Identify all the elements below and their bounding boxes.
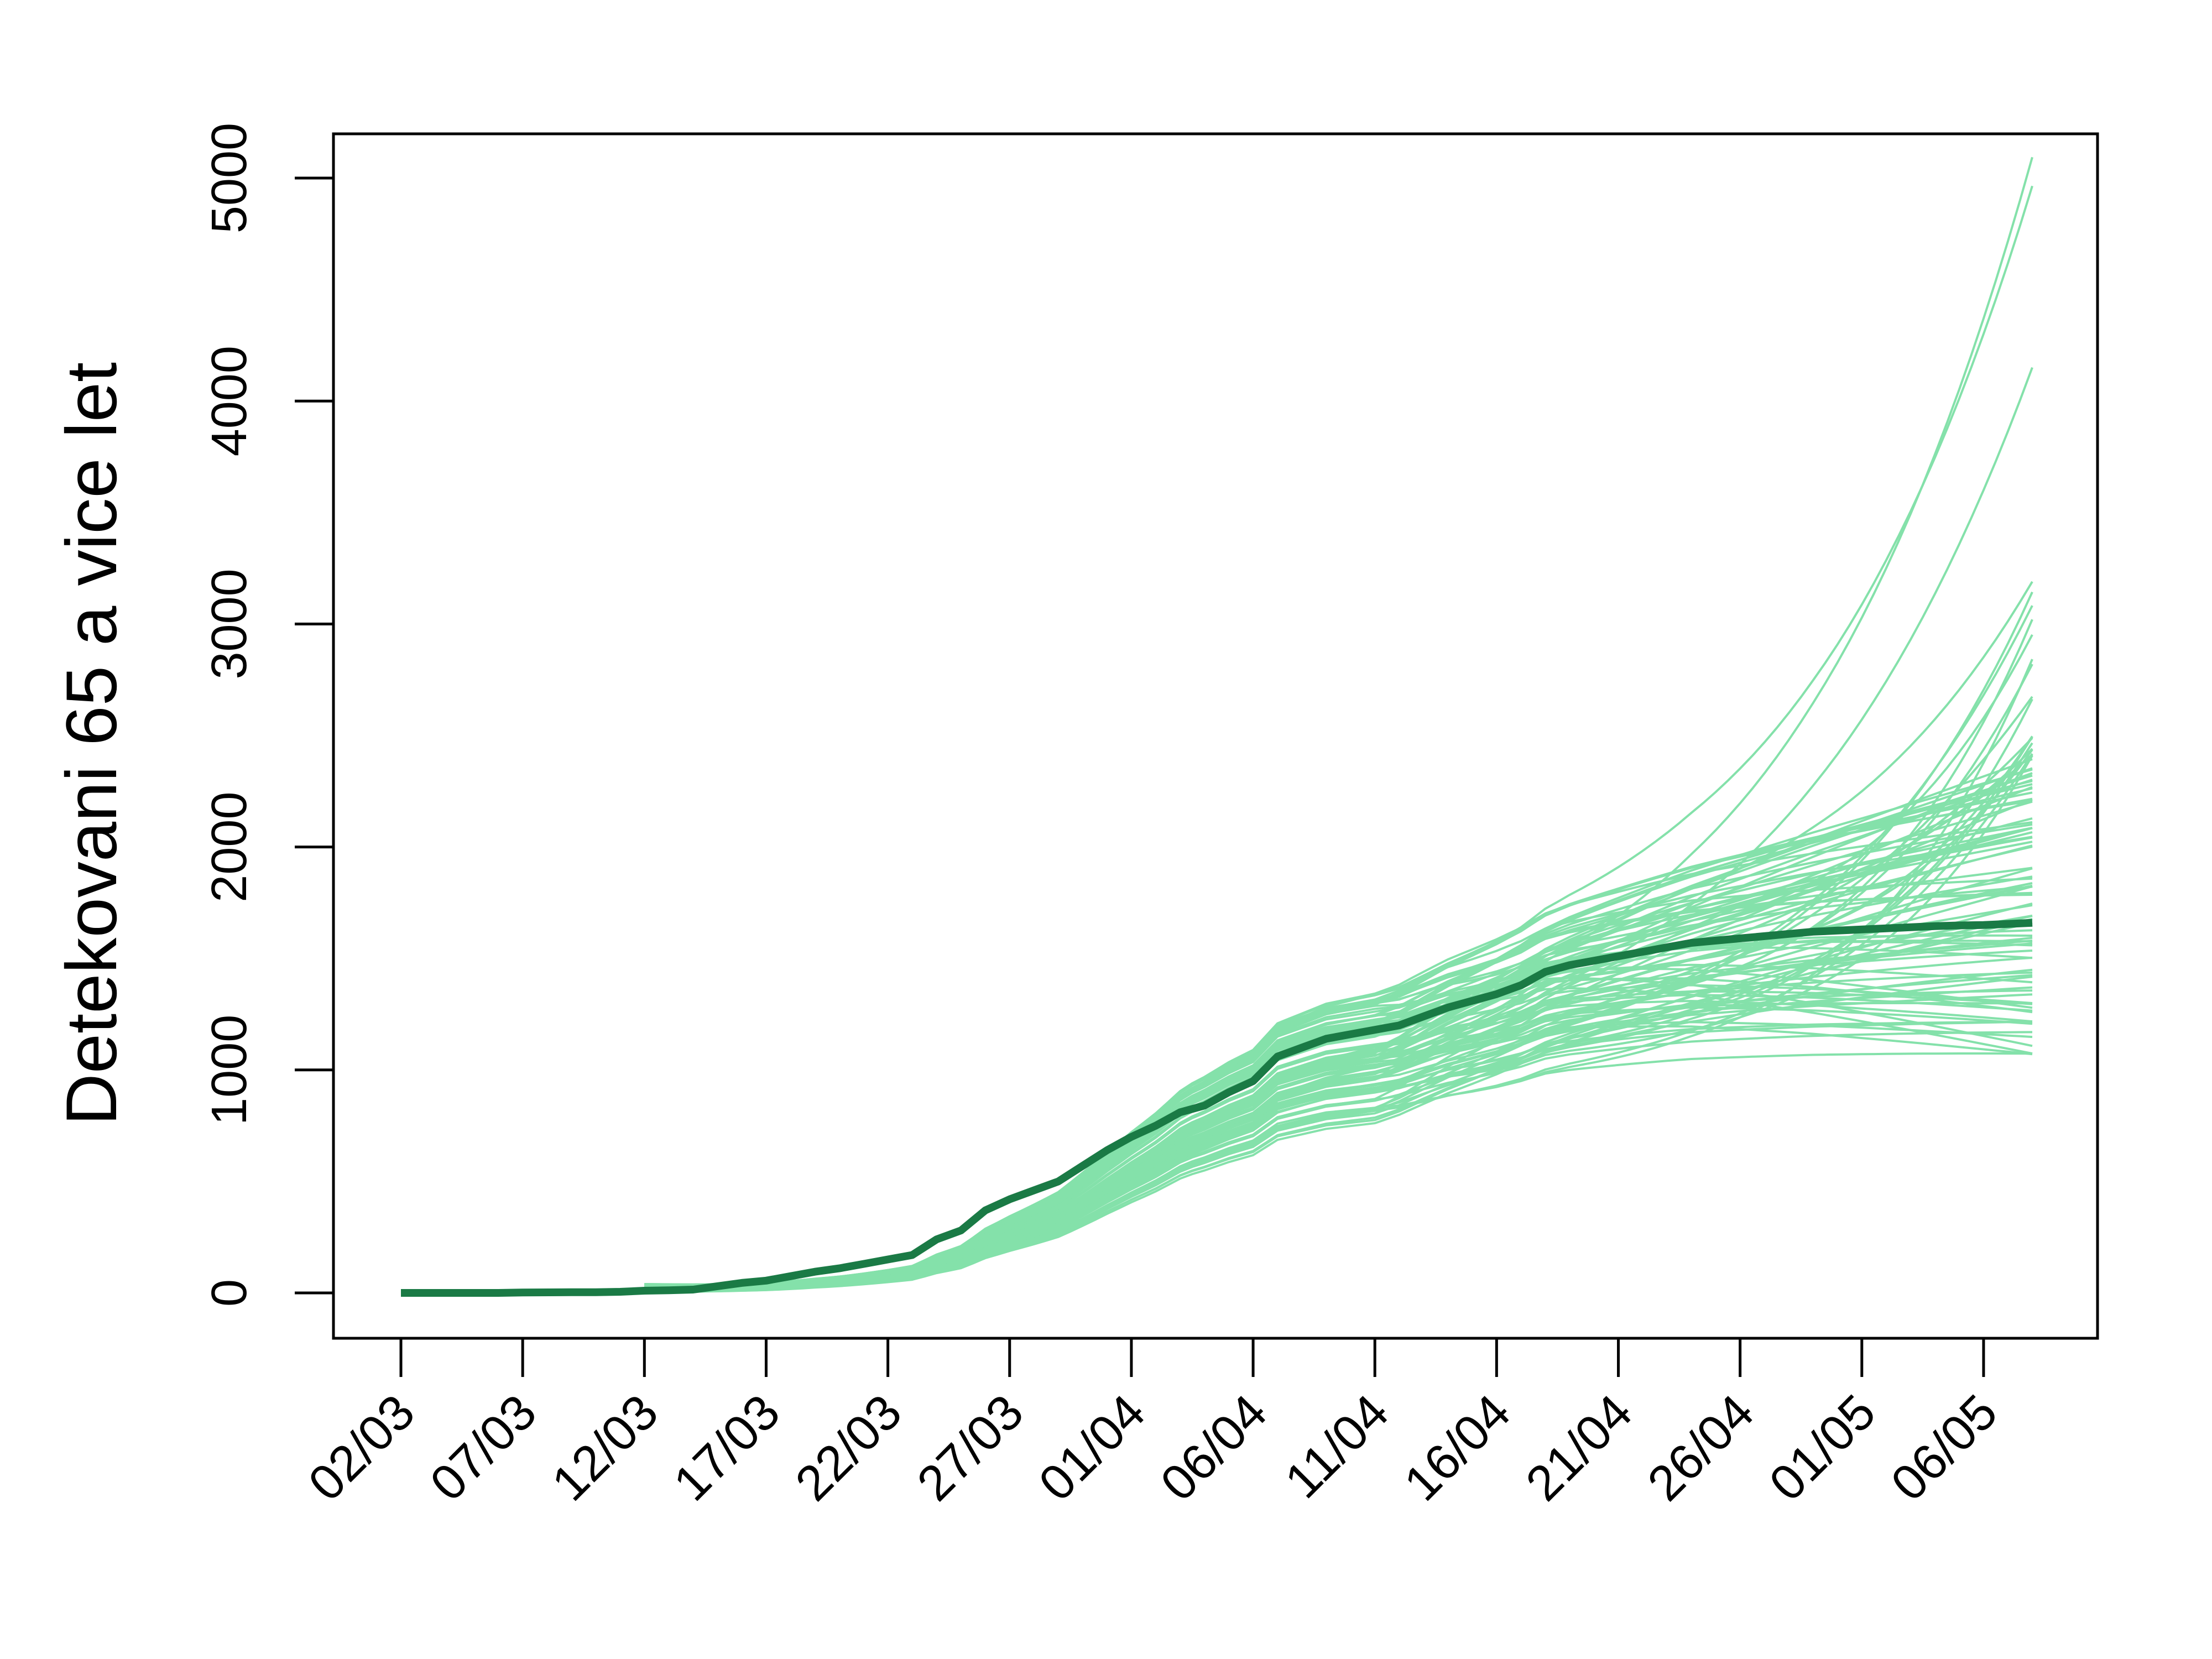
x-axis: 02/0307/0312/0317/0322/0327/0301/0406/04…: [298, 1338, 2008, 1511]
x-tick-label: 06/05: [1881, 1384, 2008, 1511]
x-tick-label: 07/03: [420, 1384, 547, 1511]
simulation-line: [644, 1000, 2033, 1288]
simulation-line: [644, 753, 2033, 1292]
simulation-line: [644, 185, 2033, 1287]
observed-line-group: [401, 919, 2033, 1297]
simulation-line: [644, 885, 2033, 1291]
x-tick-label: 12/03: [541, 1384, 669, 1511]
y-axis: 0 1000 2000 3000 4000 5000: [202, 123, 333, 1307]
simulation-line: [644, 971, 2033, 1290]
simulation-lines: [644, 156, 2033, 1293]
simulation-line: [644, 798, 2033, 1293]
y-axis-label: Detekovani 65 a vice let: [51, 362, 132, 1125]
simulation-line: [644, 836, 2033, 1288]
y-tick-label: 4000: [202, 346, 257, 456]
x-tick-label: 17/03: [664, 1384, 791, 1511]
simulation-line: [644, 884, 2033, 1291]
y-tick-label: 2000: [202, 791, 257, 902]
x-tick-label: 22/03: [785, 1384, 912, 1511]
simulation-line: [644, 921, 2033, 1293]
simulation-line: [644, 1002, 2032, 1290]
x-tick-label: 06/04: [1150, 1384, 1277, 1511]
observed-line: [401, 919, 2033, 1297]
simulation-line: [644, 885, 2033, 1287]
x-tick-label: 27/03: [907, 1384, 1034, 1511]
x-tick-label: 21/04: [1516, 1384, 1643, 1511]
y-tick-label: 5000: [202, 123, 257, 233]
simulation-line: [644, 156, 2033, 1290]
plot-frame: [332, 132, 2099, 1340]
x-tick-label: 11/04: [1275, 1384, 1399, 1509]
y-tick-label: 0: [202, 1279, 257, 1307]
simulation-line: [644, 929, 2033, 1288]
y-tick-label: 3000: [202, 568, 257, 679]
simulation-line: [644, 821, 2033, 1286]
x-tick-label: 26/04: [1637, 1384, 1765, 1511]
x-tick-label: 02/03: [298, 1384, 425, 1511]
simulation-line: [644, 367, 2033, 1291]
x-tick-label: 01/04: [1029, 1384, 1156, 1511]
simulation-line: [644, 1021, 2033, 1290]
y-tick-label: 1000: [202, 1015, 257, 1125]
x-tick-label: 16/04: [1394, 1384, 1521, 1511]
x-tick-label: 01/05: [1759, 1384, 1886, 1511]
